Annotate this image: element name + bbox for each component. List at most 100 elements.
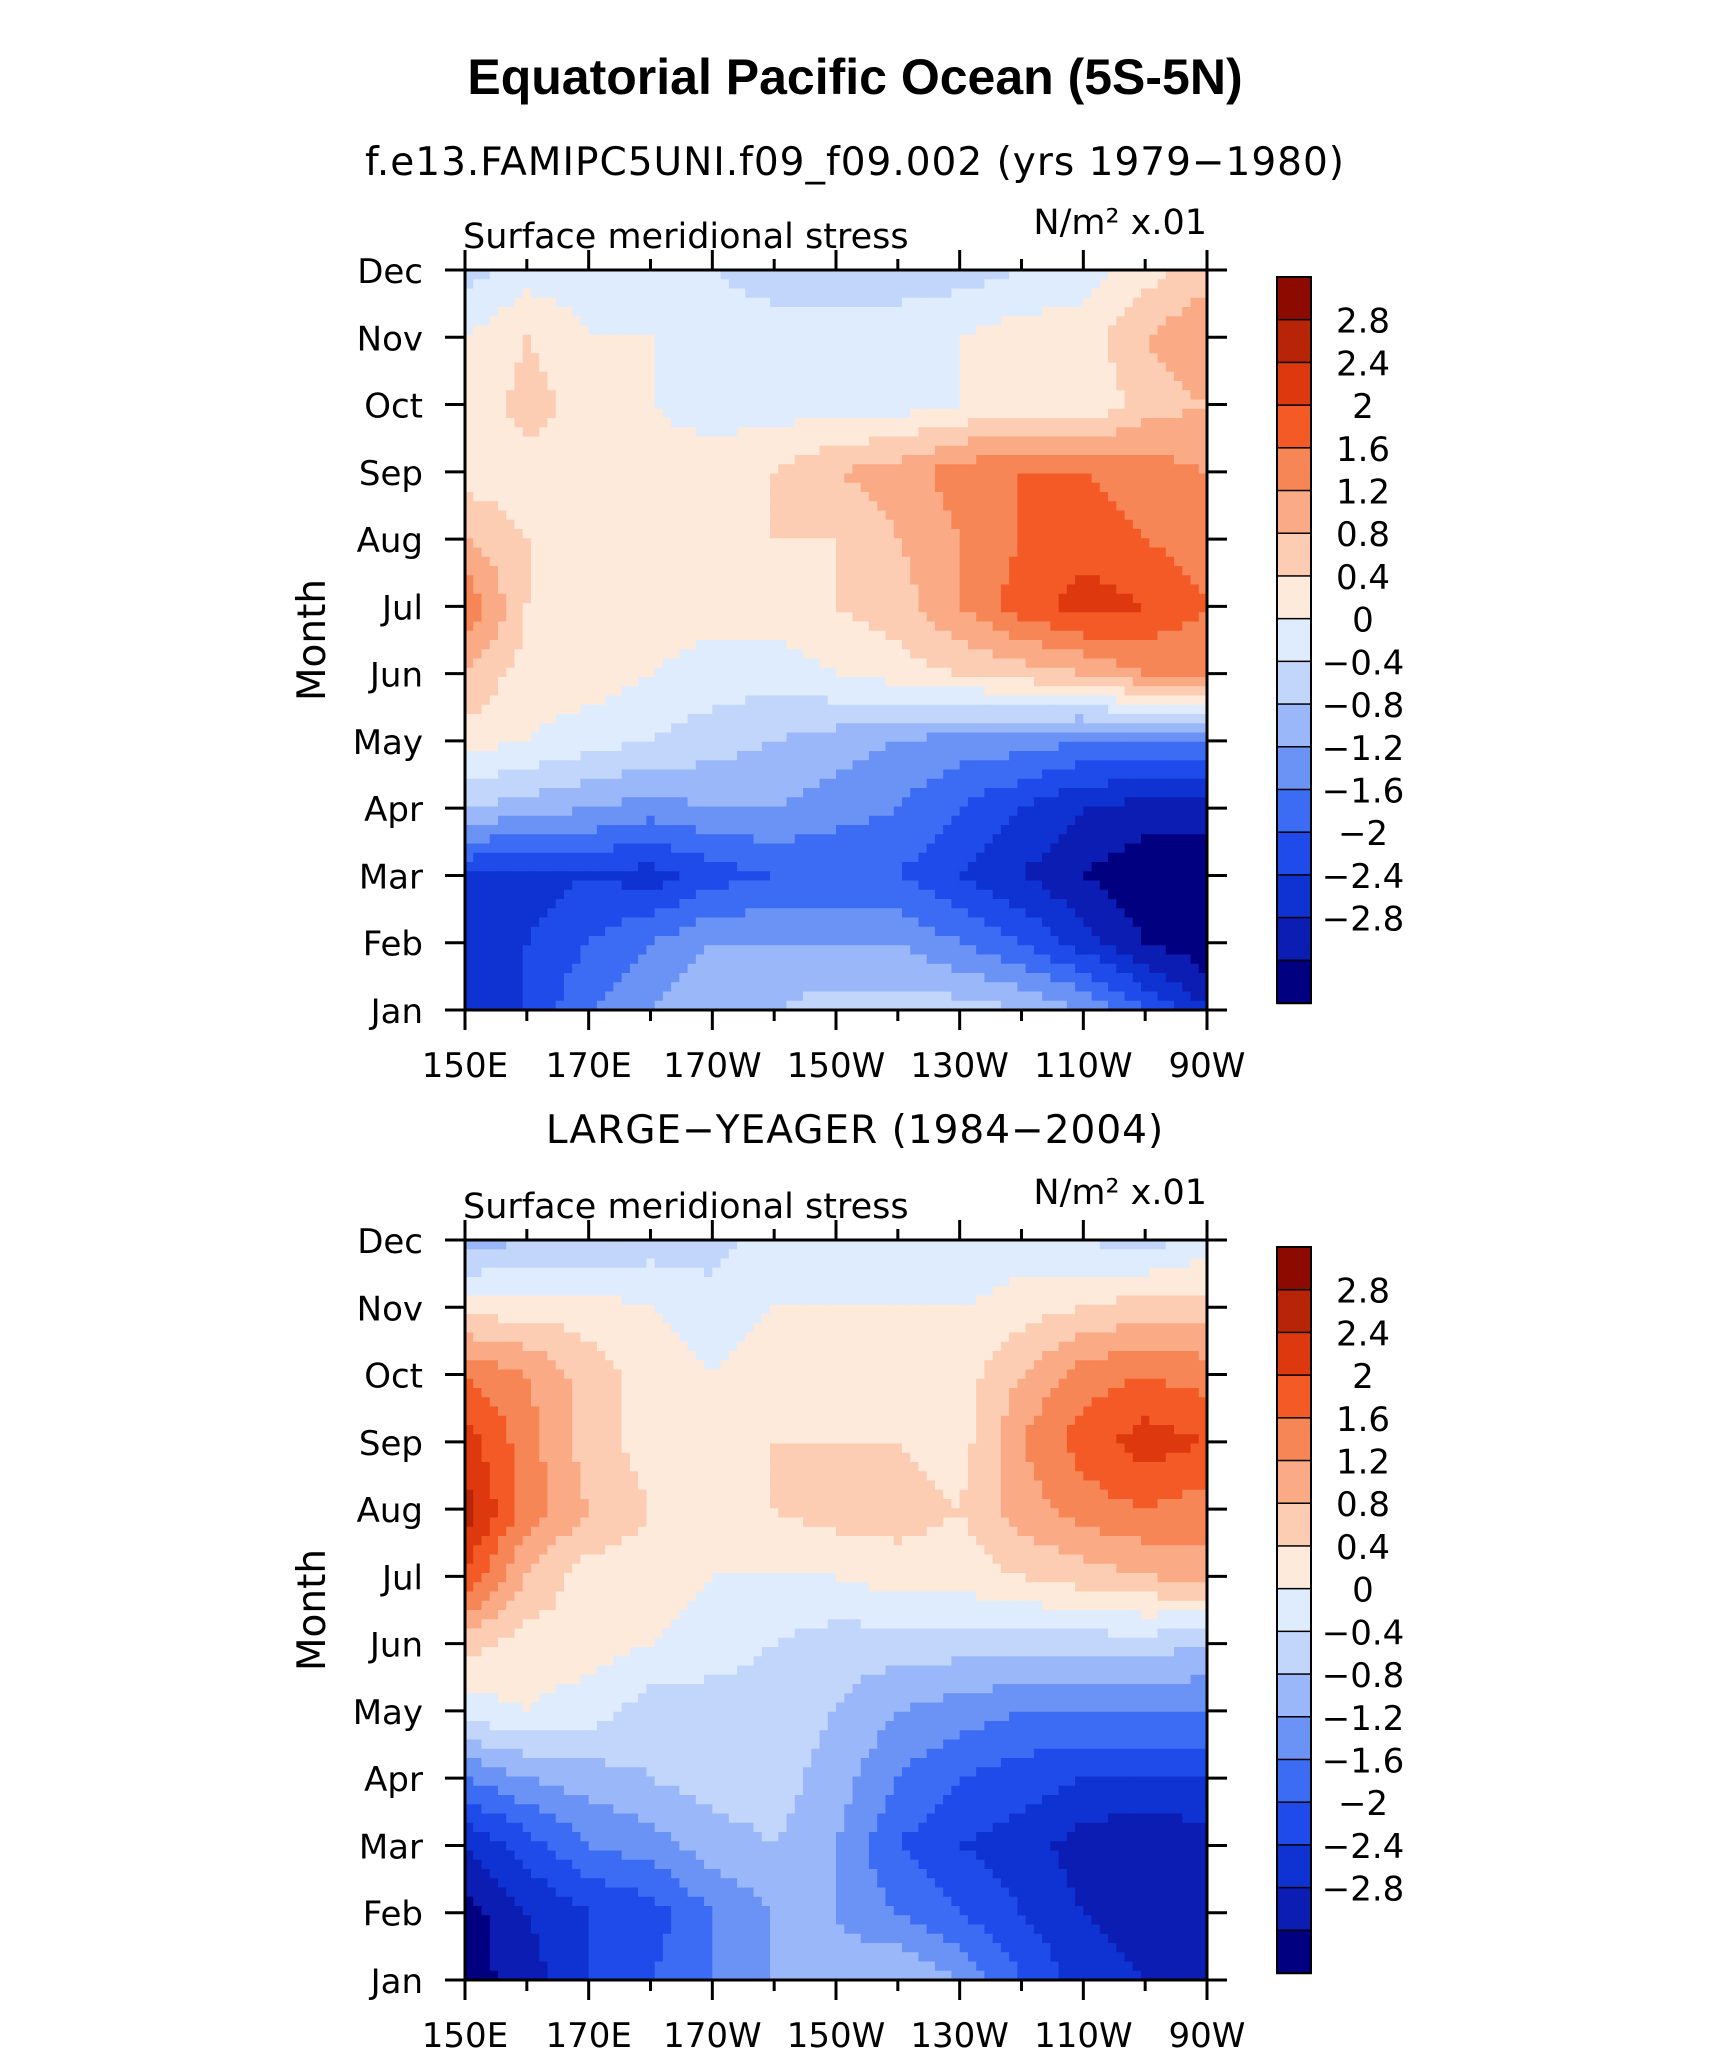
contour-cell xyxy=(770,510,779,521)
contour-cell xyxy=(1025,714,1035,724)
contour-cell xyxy=(1017,436,1027,447)
contour-cell xyxy=(910,399,920,410)
contour-cell xyxy=(967,630,977,641)
contour-cell xyxy=(1182,621,1192,632)
contour-cell xyxy=(959,436,969,447)
contour-cell xyxy=(803,510,812,521)
contour-cell xyxy=(563,556,573,567)
contour-cell xyxy=(786,492,796,502)
contour-cell xyxy=(1108,325,1117,336)
contour-cell xyxy=(588,418,598,428)
contour-cell xyxy=(679,399,689,410)
contour-cell xyxy=(844,677,854,687)
contour-cell xyxy=(893,307,903,317)
contour-cell xyxy=(1149,649,1159,660)
contour-cell xyxy=(572,667,582,678)
contour-cell xyxy=(827,297,837,308)
contour-cell xyxy=(1149,566,1159,576)
contour-cell xyxy=(1075,751,1084,761)
contour-cell xyxy=(1042,353,1051,364)
contour-cell xyxy=(1066,464,1076,475)
contour-cell xyxy=(497,297,507,308)
contour-cell xyxy=(489,529,499,539)
contour-cell xyxy=(1009,270,1018,280)
contour-cell xyxy=(1132,279,1142,290)
contour-cell xyxy=(770,464,779,475)
contour-cell xyxy=(885,769,895,780)
contour-cell xyxy=(1157,575,1167,586)
contour-cell xyxy=(753,593,763,604)
contour-cell xyxy=(638,704,647,715)
contour-cell xyxy=(901,427,911,438)
contour-cell xyxy=(1198,695,1208,706)
contour-cell xyxy=(992,649,1002,660)
contour-cell xyxy=(1058,492,1068,502)
contour-cell xyxy=(563,334,573,345)
contour-cell xyxy=(671,307,680,317)
contour-cell xyxy=(547,418,557,428)
contour-cell xyxy=(1198,519,1208,530)
contour-cell xyxy=(654,501,664,512)
contour-cell xyxy=(465,695,474,706)
contour-cell xyxy=(1017,501,1027,512)
contour-cell xyxy=(473,704,483,715)
contour-cell xyxy=(539,575,549,586)
contour-cell xyxy=(1033,464,1043,475)
contour-cell xyxy=(563,492,573,502)
contour-cell xyxy=(976,529,985,539)
contour-cell xyxy=(943,510,953,521)
contour-cell xyxy=(934,297,944,308)
contour-cell xyxy=(555,538,565,549)
contour-cell xyxy=(671,686,680,697)
contour-cell xyxy=(860,399,870,410)
contour-cell xyxy=(943,566,953,576)
contour-cell xyxy=(1025,519,1035,530)
contour-cell xyxy=(827,677,837,687)
contour-cell xyxy=(654,279,664,290)
contour-cell xyxy=(852,510,862,521)
contour-cell xyxy=(819,566,829,576)
contour-cell xyxy=(704,362,713,373)
contour-cell xyxy=(572,566,582,576)
contour-cell xyxy=(1099,556,1109,567)
contour-cell xyxy=(1149,723,1159,734)
contour-cell xyxy=(522,325,532,336)
contour-cell xyxy=(473,575,483,586)
contour-cell xyxy=(737,704,746,715)
contour-cell xyxy=(745,658,755,669)
contour-cell xyxy=(1025,630,1035,641)
contour-cell xyxy=(827,769,837,780)
contour-cell xyxy=(959,741,969,752)
contour-cell xyxy=(852,445,862,456)
contour-cell xyxy=(943,649,953,660)
contour-cell xyxy=(514,704,524,715)
contour-cell xyxy=(761,297,771,308)
contour-cell xyxy=(580,279,590,290)
contour-cell xyxy=(811,288,821,299)
contour-cell xyxy=(918,325,928,336)
contour-cell xyxy=(926,279,936,290)
contour-cell xyxy=(959,307,969,317)
contour-cell xyxy=(967,316,977,327)
contour-cell xyxy=(794,427,804,438)
contour-cell xyxy=(654,371,664,382)
contour-cell xyxy=(827,334,837,345)
contour-cell xyxy=(1091,501,1101,512)
contour-cell xyxy=(728,519,738,530)
contour-cell xyxy=(959,344,969,354)
contour-cell xyxy=(1116,769,1126,780)
contour-cell xyxy=(926,436,936,447)
contour-cell xyxy=(646,307,656,317)
contour-cell xyxy=(967,279,977,290)
contour-cell xyxy=(934,751,944,761)
contour-cell xyxy=(992,445,1002,456)
contour-cell xyxy=(679,408,689,419)
contour-cell xyxy=(1182,418,1192,428)
contour-cell xyxy=(1141,658,1150,669)
contour-cell xyxy=(514,695,524,706)
contour-cell xyxy=(695,575,705,586)
contour-cell xyxy=(1190,297,1200,308)
contour-cell xyxy=(687,556,697,567)
contour-cell xyxy=(803,334,812,345)
contour-cell xyxy=(1099,436,1109,447)
